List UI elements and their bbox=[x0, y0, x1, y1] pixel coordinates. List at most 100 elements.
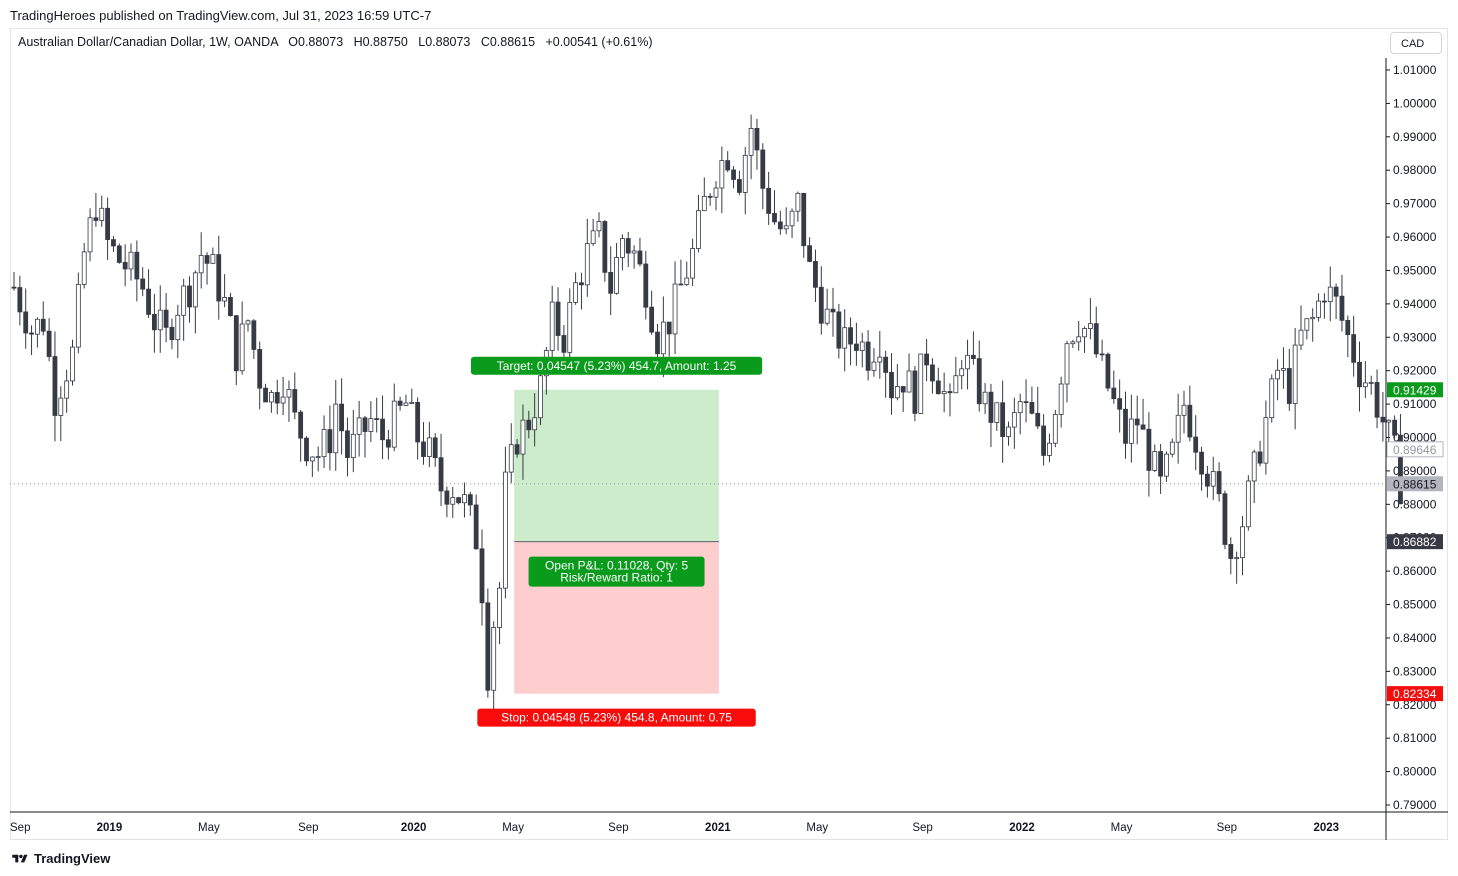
candle bbox=[725, 151, 731, 173]
candle bbox=[228, 292, 233, 317]
candle-body bbox=[304, 437, 309, 462]
candle bbox=[1058, 376, 1064, 428]
candle bbox=[251, 319, 257, 359]
candle bbox=[169, 318, 175, 350]
candle-body bbox=[859, 341, 865, 351]
candle-body bbox=[1269, 378, 1275, 419]
candle-body bbox=[397, 400, 403, 406]
candle bbox=[1017, 393, 1023, 435]
candle-body bbox=[1070, 341, 1076, 345]
candle bbox=[292, 372, 298, 420]
stop-price-badge: 0.82334 bbox=[1387, 686, 1443, 702]
candle bbox=[1362, 360, 1368, 399]
candle-body bbox=[292, 389, 298, 413]
candle bbox=[754, 118, 760, 170]
candle-body bbox=[157, 309, 163, 331]
candle bbox=[1275, 359, 1280, 401]
time-axis-label: May bbox=[806, 822, 828, 834]
candle-body bbox=[1128, 418, 1134, 444]
candle bbox=[99, 195, 105, 227]
candle bbox=[871, 348, 877, 377]
candle-body bbox=[333, 403, 339, 454]
candle bbox=[1368, 375, 1374, 395]
candle bbox=[965, 339, 970, 390]
candle bbox=[1251, 449, 1257, 504]
candle bbox=[900, 386, 906, 412]
candle bbox=[508, 423, 514, 484]
candle bbox=[146, 269, 151, 318]
candle-body bbox=[818, 286, 824, 324]
candle-body bbox=[532, 417, 538, 431]
tradingview-brand[interactable]: TradingView bbox=[10, 851, 110, 866]
candle-body bbox=[128, 251, 134, 270]
publisher-line: TradingHeroes published on TradingView.c… bbox=[10, 8, 432, 23]
current-price-badge: 0.88615 bbox=[1387, 476, 1443, 492]
candle-body bbox=[491, 627, 497, 691]
candle-body bbox=[889, 372, 894, 399]
candle bbox=[865, 330, 871, 381]
candle bbox=[93, 192, 99, 227]
candle-body bbox=[462, 494, 467, 504]
price-axis-labels: 1.01000 1.00000 0.99000 0.98000 0.97000 0.960… bbox=[1386, 63, 1437, 812]
currency-button[interactable]: CAD bbox=[1390, 32, 1442, 54]
candle-body bbox=[924, 353, 929, 366]
candle-body bbox=[795, 192, 801, 212]
candle-body bbox=[473, 504, 479, 550]
candle bbox=[368, 401, 374, 443]
candle bbox=[1023, 379, 1029, 423]
candle-body bbox=[362, 417, 368, 432]
candle bbox=[1292, 328, 1298, 430]
price-axis-label: 0.84000 bbox=[1393, 631, 1437, 645]
candle-body bbox=[760, 149, 766, 189]
candle-body bbox=[666, 321, 672, 335]
candle bbox=[11, 272, 17, 291]
target-label-text: Target: 0.04547 (5.23%) 454.7, Amount: 1… bbox=[497, 359, 737, 373]
candle bbox=[327, 405, 333, 471]
candle bbox=[947, 383, 953, 417]
candle-body bbox=[830, 308, 836, 313]
candle bbox=[883, 350, 889, 398]
candle-body bbox=[1345, 319, 1351, 336]
candle bbox=[409, 388, 415, 404]
price-axis-label: 0.91000 bbox=[1393, 397, 1437, 411]
current-price-badge-bg bbox=[1387, 476, 1443, 492]
candle bbox=[187, 276, 192, 323]
candle-body bbox=[514, 444, 520, 455]
candle bbox=[1351, 315, 1357, 377]
candle bbox=[257, 341, 263, 410]
candle-body bbox=[1052, 414, 1058, 444]
candle-body bbox=[988, 391, 994, 423]
candle bbox=[122, 244, 128, 287]
candle-body bbox=[1322, 300, 1327, 303]
candle bbox=[953, 356, 959, 394]
candle-body bbox=[1117, 398, 1123, 410]
candle bbox=[877, 331, 883, 379]
candle-body bbox=[1029, 402, 1035, 414]
candle bbox=[1327, 266, 1333, 322]
candle bbox=[274, 379, 280, 415]
candle bbox=[298, 410, 304, 462]
price-axis-label: 0.88000 bbox=[1393, 497, 1437, 511]
price-axis-label: 0.85000 bbox=[1393, 598, 1437, 612]
candle-body bbox=[93, 217, 99, 221]
time-axis-label: May bbox=[198, 822, 220, 834]
candle bbox=[1240, 515, 1245, 576]
candle-body bbox=[35, 318, 40, 335]
candle-body bbox=[848, 327, 853, 345]
candle bbox=[912, 366, 918, 422]
candle bbox=[70, 339, 75, 386]
candle-body bbox=[1169, 441, 1175, 455]
previous-close-badge-bg bbox=[1386, 441, 1444, 458]
candle bbox=[859, 332, 865, 368]
price-axis-label: 0.96000 bbox=[1393, 230, 1437, 244]
candle-body bbox=[385, 439, 391, 448]
chart-legend: Australian Dollar/Canadian Dollar, 1W, O… bbox=[18, 35, 652, 49]
candle-body bbox=[549, 301, 555, 351]
candle-body bbox=[497, 587, 502, 628]
candle-body bbox=[192, 272, 198, 308]
candle-body bbox=[1193, 436, 1199, 453]
pnl-label-bg bbox=[528, 556, 705, 587]
candle bbox=[1199, 446, 1204, 491]
candle bbox=[1175, 393, 1181, 464]
